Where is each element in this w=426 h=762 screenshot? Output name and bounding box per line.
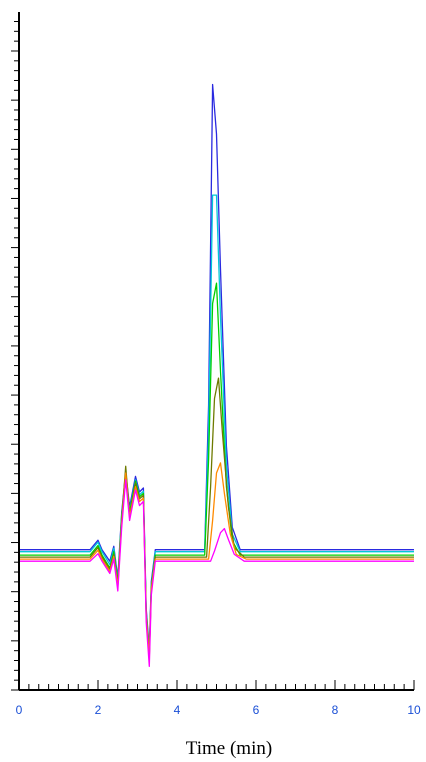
trace-6 bbox=[19, 479, 414, 667]
x-tick-label: 10 bbox=[407, 703, 421, 717]
axes: 0 2 4 6 8 10 bbox=[11, 12, 421, 717]
y-ticks bbox=[11, 20, 19, 691]
x-tick-label: 8 bbox=[332, 703, 339, 717]
x-tick-label: 4 bbox=[174, 703, 181, 717]
x-tick-label: 0 bbox=[16, 703, 23, 717]
trace-1 bbox=[19, 83, 414, 650]
x-ticks bbox=[18, 680, 415, 690]
x-tick-labels: 0 2 4 6 8 10 bbox=[16, 703, 421, 717]
trace-3 bbox=[19, 282, 414, 656]
trace-5 bbox=[19, 462, 414, 659]
x-tick-label: 2 bbox=[95, 703, 102, 717]
plot-traces bbox=[19, 83, 414, 667]
x-tick-label: 6 bbox=[253, 703, 260, 717]
trace-2 bbox=[19, 194, 414, 654]
trace-4 bbox=[19, 377, 414, 657]
x-axis-title: Time (min) bbox=[186, 738, 272, 759]
